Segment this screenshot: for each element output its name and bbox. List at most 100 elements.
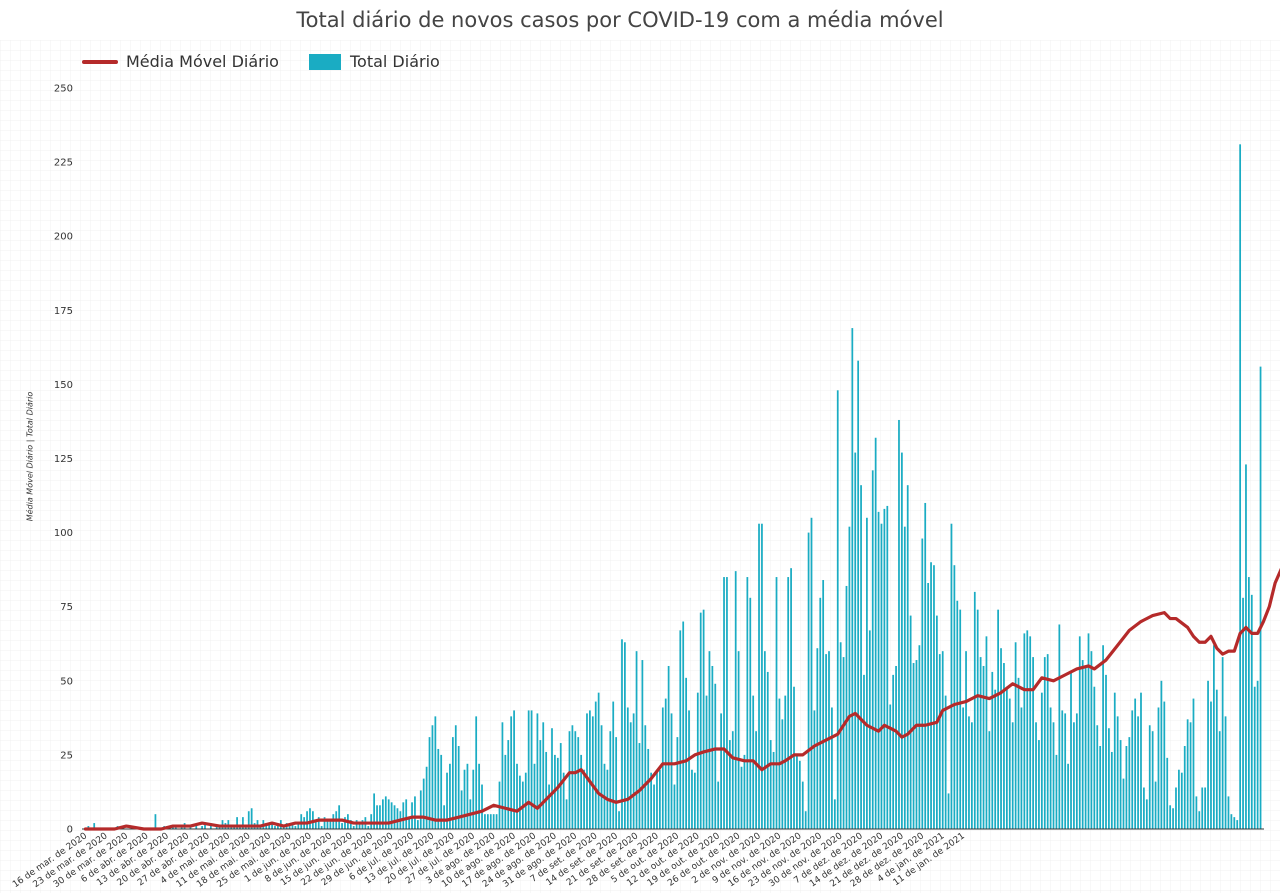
bar: [367, 826, 370, 829]
bar: [921, 538, 924, 829]
bar: [1049, 707, 1052, 829]
bar: [466, 763, 469, 829]
bar: [728, 740, 731, 829]
bar: [1119, 740, 1122, 829]
bar: [976, 609, 979, 829]
bar: [574, 731, 577, 829]
y-tick-label: 150: [54, 380, 73, 391]
bar: [644, 725, 647, 829]
bar: [653, 784, 655, 829]
bar: [440, 754, 443, 829]
bar: [449, 763, 451, 829]
bar: [1151, 731, 1154, 829]
bar: [822, 580, 825, 829]
bar: [656, 769, 658, 829]
bar: [918, 645, 921, 829]
bar: [851, 328, 854, 829]
bar: [717, 781, 720, 829]
bar: [1204, 787, 1207, 829]
bar: [1116, 716, 1119, 829]
bar: [329, 820, 332, 829]
bar: [1163, 701, 1166, 829]
bar: [769, 740, 772, 829]
bar: [938, 654, 941, 829]
bar: [997, 609, 999, 829]
bar: [641, 660, 644, 829]
bar: [673, 784, 676, 829]
bar: [734, 571, 737, 829]
bar: [845, 585, 848, 829]
bar: [944, 695, 947, 829]
bar: [667, 665, 670, 829]
bar: [1110, 751, 1113, 829]
bar: [1064, 713, 1067, 829]
bar: [659, 769, 661, 829]
bar: [1207, 680, 1209, 829]
bar: [833, 799, 836, 829]
bar: [947, 793, 950, 829]
bar: [250, 808, 253, 829]
bar: [650, 772, 653, 829]
bar: [816, 648, 819, 829]
bar: [807, 532, 810, 829]
bar: [877, 511, 880, 829]
bar: [1239, 144, 1242, 829]
bar: [676, 737, 679, 829]
bar: [766, 671, 769, 829]
bar: [927, 582, 930, 829]
bar: [979, 657, 982, 829]
bar: [1008, 698, 1011, 829]
y-tick-label: 50: [60, 676, 73, 687]
bar: [965, 651, 967, 829]
bar: [475, 716, 478, 829]
bar: [195, 826, 198, 829]
bar: [661, 707, 664, 829]
bar: [857, 360, 860, 829]
bar: [1084, 665, 1087, 829]
bar: [1040, 692, 1043, 829]
bar: [909, 615, 912, 829]
chart-legend: Média Móvel Diário Total Diário: [82, 52, 440, 71]
bar: [1213, 645, 1215, 829]
bar: [708, 651, 711, 829]
bar: [1245, 464, 1247, 829]
bar: [737, 651, 740, 829]
bar: [591, 716, 594, 829]
bar: [536, 713, 539, 829]
bar: [866, 517, 868, 829]
bar: [1061, 710, 1064, 829]
y-tick-label: 0: [67, 825, 73, 836]
bar: [930, 562, 932, 829]
legend-line-swatch: [82, 59, 118, 64]
bar: [1017, 677, 1020, 829]
bar: [994, 689, 997, 829]
bar: [790, 568, 792, 829]
bar: [1189, 722, 1192, 829]
bar: [971, 722, 973, 829]
bar: [883, 508, 886, 829]
bar: [1145, 799, 1148, 829]
bar: [597, 692, 600, 829]
bar: [568, 731, 571, 829]
bar: [924, 502, 927, 829]
bar: [982, 665, 985, 829]
bar: [801, 781, 804, 829]
bar: [1250, 594, 1253, 829]
bar: [1108, 728, 1110, 829]
bar: [384, 796, 387, 829]
bar: [580, 754, 583, 829]
bar: [1005, 686, 1008, 829]
bar: [562, 772, 565, 829]
bar: [416, 820, 419, 829]
y-tick-label: 175: [54, 306, 73, 317]
bar: [402, 802, 405, 829]
bar: [848, 526, 851, 829]
bar: [545, 751, 548, 829]
bar: [352, 826, 355, 829]
bar: [271, 823, 273, 829]
bar: [1102, 645, 1104, 829]
bar: [1210, 701, 1212, 829]
bar: [810, 517, 813, 829]
bar: [950, 523, 953, 829]
bar: [705, 695, 708, 829]
